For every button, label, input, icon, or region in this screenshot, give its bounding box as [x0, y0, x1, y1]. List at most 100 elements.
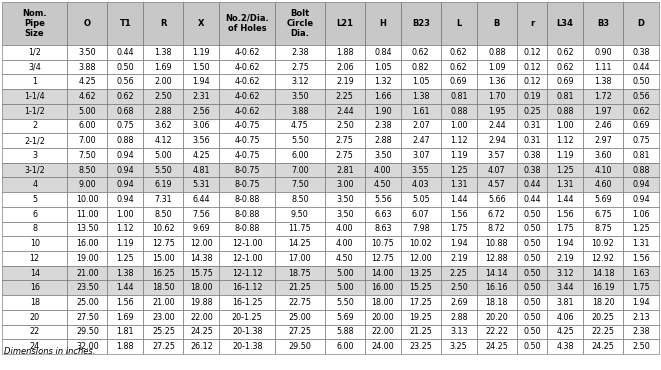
Bar: [477, 74, 517, 89]
Text: 0.62: 0.62: [450, 48, 467, 57]
Text: 2.50: 2.50: [450, 283, 468, 292]
Bar: [219, 222, 275, 236]
Text: 0.94: 0.94: [116, 165, 134, 175]
Bar: [67, 89, 108, 104]
Bar: [67, 324, 108, 339]
Text: 4.25: 4.25: [79, 77, 97, 86]
Text: 22.25: 22.25: [592, 327, 615, 336]
Text: 2.88: 2.88: [155, 107, 173, 116]
Text: 1.25: 1.25: [632, 225, 650, 233]
Bar: [67, 207, 108, 222]
Text: 10.62: 10.62: [152, 225, 175, 233]
Bar: [275, 118, 325, 133]
Text: 24.25: 24.25: [592, 342, 615, 351]
Text: 7.56: 7.56: [192, 210, 210, 219]
Bar: [183, 89, 219, 104]
Text: r: r: [530, 19, 534, 28]
Bar: [623, 89, 659, 104]
Bar: [183, 118, 219, 133]
Bar: [477, 266, 517, 280]
Bar: [219, 148, 275, 163]
Text: 1.00: 1.00: [557, 121, 574, 130]
Text: 4.57: 4.57: [488, 180, 506, 189]
Text: 23.00: 23.00: [152, 313, 175, 322]
Bar: [401, 177, 441, 192]
Bar: [108, 251, 143, 266]
Bar: [67, 310, 108, 324]
Bar: [183, 295, 219, 310]
Bar: [441, 251, 477, 266]
Text: 25.00: 25.00: [76, 298, 98, 307]
Text: 4.50: 4.50: [374, 180, 391, 189]
Text: 14.25: 14.25: [288, 239, 311, 248]
Text: 0.62: 0.62: [556, 48, 574, 57]
Text: 4-0.75: 4-0.75: [235, 136, 260, 145]
Bar: [108, 207, 143, 222]
Bar: [2, 74, 67, 89]
Bar: [517, 45, 547, 60]
Bar: [517, 192, 547, 207]
Bar: [365, 236, 401, 251]
Text: 2.69: 2.69: [450, 298, 468, 307]
Bar: [623, 163, 659, 177]
Text: 2.75: 2.75: [336, 151, 354, 160]
Text: 16-1.12: 16-1.12: [232, 283, 262, 292]
Bar: [441, 2, 477, 45]
Bar: [547, 89, 583, 104]
Text: 2.44: 2.44: [488, 121, 506, 130]
Bar: [108, 133, 143, 148]
Text: 1.12: 1.12: [116, 225, 134, 233]
Text: 3.50: 3.50: [336, 195, 354, 204]
Text: 0.81: 0.81: [633, 151, 650, 160]
Bar: [583, 251, 623, 266]
Bar: [441, 148, 477, 163]
Bar: [401, 339, 441, 354]
Bar: [547, 324, 583, 339]
Bar: [401, 280, 441, 295]
Bar: [401, 148, 441, 163]
Text: 1.44: 1.44: [450, 195, 467, 204]
Text: 27.50: 27.50: [76, 313, 99, 322]
Bar: [623, 222, 659, 236]
Text: 2.00: 2.00: [155, 77, 173, 86]
Text: 1.38: 1.38: [412, 92, 430, 101]
Bar: [547, 295, 583, 310]
Bar: [2, 310, 67, 324]
Bar: [517, 251, 547, 266]
Text: 20: 20: [30, 313, 40, 322]
Bar: [401, 266, 441, 280]
Text: 1.56: 1.56: [450, 210, 467, 219]
Bar: [547, 192, 583, 207]
Text: 12-1.00: 12-1.00: [232, 254, 262, 263]
Text: 26.12: 26.12: [190, 342, 213, 351]
Text: 6.72: 6.72: [488, 210, 506, 219]
Text: 0.44: 0.44: [633, 63, 650, 71]
Text: 4-0.75: 4-0.75: [235, 121, 260, 130]
Text: 1.94: 1.94: [450, 239, 467, 248]
Bar: [477, 192, 517, 207]
Bar: [67, 339, 108, 354]
Text: 1.12: 1.12: [450, 136, 467, 145]
Text: 15.25: 15.25: [409, 283, 432, 292]
Text: 8-0.75: 8-0.75: [235, 165, 260, 175]
Text: 20-1.38: 20-1.38: [232, 342, 262, 351]
Bar: [219, 251, 275, 266]
Text: 0.88: 0.88: [450, 107, 467, 116]
Text: 8-0.88: 8-0.88: [235, 195, 260, 204]
Bar: [219, 104, 275, 118]
Text: 0.69: 0.69: [556, 77, 574, 86]
Bar: [547, 45, 583, 60]
Text: 1.90: 1.90: [374, 107, 391, 116]
Text: 24.00: 24.00: [371, 342, 394, 351]
Bar: [623, 2, 659, 45]
Bar: [2, 89, 67, 104]
Bar: [623, 60, 659, 74]
Text: 12: 12: [30, 254, 40, 263]
Bar: [547, 236, 583, 251]
Text: 1.75: 1.75: [450, 225, 468, 233]
Text: 0.62: 0.62: [116, 92, 134, 101]
Text: 4.25: 4.25: [556, 327, 574, 336]
Bar: [275, 74, 325, 89]
Bar: [365, 324, 401, 339]
Text: 0.81: 0.81: [557, 92, 574, 101]
